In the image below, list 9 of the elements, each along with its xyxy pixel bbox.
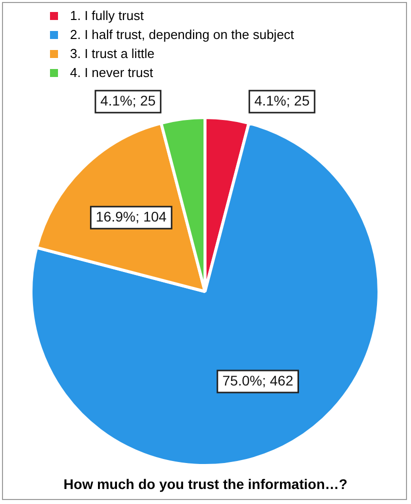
- legend-label: 3. I trust a little: [70, 45, 155, 63]
- legend-label: 4. I never trust: [70, 64, 154, 82]
- data-label: 4.1%; 25: [100, 92, 156, 109]
- data-label: 4.1%; 25: [254, 92, 310, 109]
- data-label: 16.9%; 104: [96, 208, 167, 225]
- text: How much do you trust the information…?: [62, 476, 348, 492]
- legend-label: 1. I fully trust: [70, 7, 144, 25]
- legend-label: 2. I half trust, depending on the subject: [70, 26, 294, 44]
- data-label: 75.0%; 462: [222, 372, 294, 388]
